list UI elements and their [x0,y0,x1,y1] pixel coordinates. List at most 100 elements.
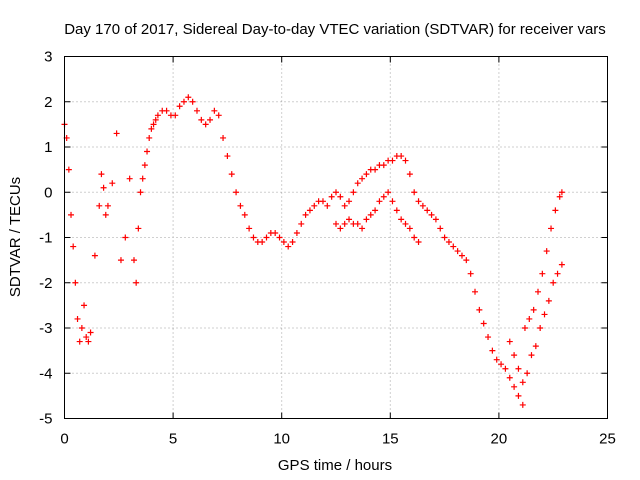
data-point [185,94,192,101]
data-point [83,334,90,341]
data-point [306,207,313,214]
data-point [207,116,214,123]
data-point [172,112,179,119]
data-point [81,302,88,309]
data-point [367,211,374,218]
data-point [393,207,400,214]
data-point [406,225,413,232]
data-point [454,248,461,255]
data-point [402,220,409,227]
data-point [117,257,124,264]
data-point [311,202,318,209]
data-point [289,239,296,246]
data-point [511,383,518,390]
series-group [137,94,526,408]
x-axis-label: GPS time / hours [278,457,392,474]
data-point [554,270,561,277]
data-point [359,175,366,182]
y-tick-label: -2 [39,275,52,292]
data-point [176,103,183,110]
data-point [406,171,413,178]
data-point [180,98,187,105]
data-point [489,347,496,354]
data-point [298,220,305,227]
x-tick-label: 0 [60,431,68,448]
data-point [70,243,77,250]
x-tick-label: 20 [491,431,508,448]
data-point [372,166,379,173]
data-point [458,252,465,259]
y-axis-label: SDTVAR / TECUs [7,177,24,297]
data-point [445,239,452,246]
data-point [233,189,240,196]
data-point [346,198,353,205]
data-point [189,98,196,105]
data-point [532,343,539,350]
data-point [558,189,565,196]
data-point [137,189,144,196]
y-tick-label: -1 [39,230,52,247]
data-point [246,225,253,232]
data-point [506,338,513,345]
plot-frame [64,56,608,419]
data-point [302,211,309,218]
data-point [139,175,146,182]
series-group [506,261,565,386]
data-point [550,279,557,286]
data-point [341,202,348,209]
data-point [259,239,266,246]
data-point [380,193,387,200]
y-tick-label: -3 [39,320,52,337]
data-point [337,225,344,232]
data-point [109,180,116,187]
y-tick-label: -4 [39,365,52,382]
data-point [198,116,205,123]
data-point [100,184,107,191]
data-point [543,248,550,255]
data-point [534,288,541,295]
series-group [333,189,422,246]
data-point [556,193,563,200]
data-point [328,193,335,200]
data-point [113,130,120,137]
data-point [122,234,129,241]
data-point [376,198,383,205]
data-point [341,220,348,227]
data-point [539,270,546,277]
data-point [85,338,92,345]
data-point [558,261,565,268]
data-point [65,166,72,173]
data-point [521,325,528,331]
data-point [324,202,331,209]
data-point [389,198,396,205]
data-point [91,252,98,259]
x-tick-label: 15 [382,431,399,448]
data-point [424,207,431,214]
data-point [428,211,435,218]
data-points [61,94,565,408]
data-point [528,352,535,359]
data-point [526,315,533,322]
data-point [545,297,552,304]
data-point [163,107,170,114]
data-point [135,225,142,232]
chart-title: Day 170 of 2017, Sidereal Day-to-day VTE… [64,21,606,38]
data-point [131,257,138,264]
data-point [411,234,418,241]
data-point [359,225,366,232]
data-point [541,311,548,318]
data-point [385,189,392,196]
data-point [152,116,159,123]
data-point [96,202,103,209]
y-tick-label: -5 [39,411,52,428]
data-point [441,234,448,241]
data-point [228,171,235,178]
data-point [126,175,133,182]
data-point [363,216,370,223]
data-point [480,320,487,327]
x-tick-label: 5 [169,431,177,448]
data-point [68,211,75,218]
data-point [146,134,153,141]
data-point [272,229,279,236]
